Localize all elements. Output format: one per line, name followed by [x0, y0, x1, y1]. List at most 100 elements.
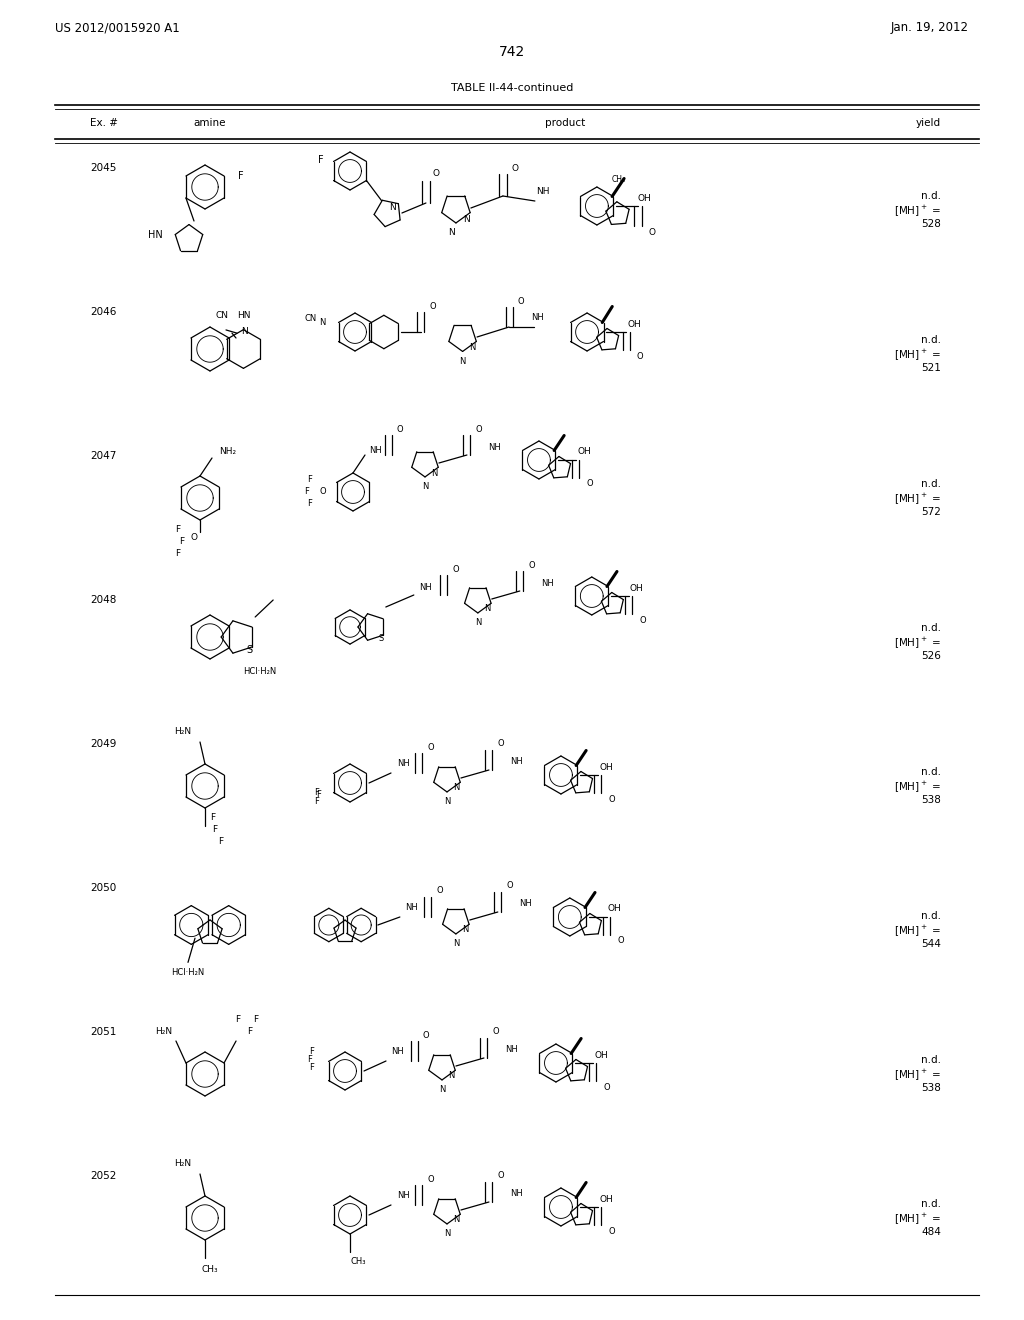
Text: HCl·H₂N: HCl·H₂N: [171, 968, 205, 977]
Text: N: N: [318, 318, 326, 327]
Text: N: N: [454, 1216, 460, 1225]
Text: NH: NH: [369, 446, 381, 455]
Text: F: F: [307, 1055, 312, 1064]
Text: O: O: [432, 169, 439, 177]
Text: N: N: [443, 1229, 451, 1238]
Text: F: F: [212, 825, 217, 834]
Text: O: O: [587, 479, 593, 488]
Text: H₂N: H₂N: [174, 727, 191, 737]
Text: NH: NH: [537, 186, 550, 195]
Text: F: F: [316, 789, 322, 799]
Text: O: O: [493, 1027, 500, 1036]
Text: 2045: 2045: [90, 162, 117, 173]
Text: N: N: [484, 605, 490, 614]
Text: NH: NH: [542, 578, 554, 587]
Text: HN: HN: [147, 230, 163, 240]
Text: F: F: [175, 549, 180, 558]
Text: NH: NH: [511, 1189, 523, 1199]
Text: OH: OH: [608, 904, 622, 913]
Text: F: F: [304, 487, 309, 496]
Text: OH: OH: [599, 1195, 612, 1204]
Text: O: O: [396, 425, 403, 433]
Text: F: F: [318, 154, 324, 165]
Text: NH: NH: [530, 313, 544, 322]
Text: N: N: [443, 797, 451, 807]
Text: n.d.
[MH]$^+$ =
572: n.d. [MH]$^+$ = 572: [894, 479, 941, 517]
Text: n.d.
[MH]$^+$ =
544: n.d. [MH]$^+$ = 544: [894, 911, 941, 949]
Text: O: O: [475, 425, 482, 433]
Text: n.d.
[MH]$^+$ =
538: n.d. [MH]$^+$ = 538: [894, 1055, 941, 1093]
Text: OH: OH: [637, 194, 651, 202]
Text: N: N: [422, 482, 428, 491]
Text: 742: 742: [499, 45, 525, 59]
Text: 2048: 2048: [90, 595, 117, 605]
Text: O: O: [603, 1082, 610, 1092]
Text: NH: NH: [420, 582, 432, 591]
Text: n.d.
[MH]$^+$ =
538: n.d. [MH]$^+$ = 538: [894, 767, 941, 805]
Text: O: O: [608, 795, 615, 804]
Text: NH: NH: [511, 758, 523, 767]
Text: N: N: [475, 619, 481, 627]
Text: NH: NH: [396, 759, 410, 767]
Text: 2049: 2049: [90, 739, 117, 748]
Text: O: O: [617, 936, 624, 945]
Text: F: F: [236, 1015, 241, 1023]
Text: TABLE II-44-continued: TABLE II-44-continued: [451, 83, 573, 92]
Text: N: N: [463, 215, 470, 224]
Text: CN: CN: [305, 314, 317, 323]
Text: O: O: [423, 1031, 429, 1040]
Text: F: F: [307, 475, 312, 484]
Text: OH: OH: [599, 763, 612, 771]
Text: F: F: [218, 837, 223, 846]
Text: NH: NH: [519, 899, 532, 908]
Text: product: product: [545, 117, 585, 128]
Text: O: O: [507, 882, 513, 891]
Text: N: N: [470, 343, 476, 351]
Text: O: O: [608, 1226, 615, 1236]
Text: CN: CN: [216, 310, 228, 319]
Text: n.d.
[MH]$^+$ =
484: n.d. [MH]$^+$ = 484: [894, 1199, 941, 1237]
Text: F: F: [309, 1063, 314, 1072]
Text: N: N: [439, 1085, 445, 1094]
Text: N: N: [431, 469, 437, 478]
Text: amine: amine: [194, 117, 226, 128]
Text: NH: NH: [391, 1047, 404, 1056]
Text: F: F: [239, 172, 244, 181]
Text: F: F: [314, 788, 319, 797]
Text: OH: OH: [594, 1051, 608, 1060]
Text: N: N: [241, 327, 248, 335]
Text: O: O: [190, 533, 198, 543]
Text: Jan. 19, 2012: Jan. 19, 2012: [891, 21, 969, 34]
Text: OH: OH: [578, 447, 591, 457]
Text: n.d.
[MH]$^+$ =
526: n.d. [MH]$^+$ = 526: [894, 623, 941, 661]
Text: F: F: [211, 813, 216, 822]
Text: N: N: [389, 203, 396, 213]
Text: N: N: [460, 356, 466, 366]
Text: N: N: [449, 1072, 455, 1080]
Text: S: S: [379, 635, 384, 643]
Text: CH₃: CH₃: [611, 176, 626, 183]
Text: O: O: [639, 615, 646, 624]
Text: n.d.
[MH]$^+$ =
528: n.d. [MH]$^+$ = 528: [894, 190, 941, 230]
Text: O: O: [428, 1175, 434, 1184]
Text: F: F: [309, 1047, 314, 1056]
Text: F: F: [254, 1015, 259, 1023]
Text: 2047: 2047: [90, 451, 117, 461]
Text: O: O: [429, 301, 436, 310]
Text: O: O: [528, 561, 536, 569]
Text: n.d.
[MH]$^+$ =
521: n.d. [MH]$^+$ = 521: [894, 335, 941, 374]
Text: O: O: [453, 565, 459, 573]
Text: F: F: [307, 499, 312, 508]
Text: N: N: [449, 228, 456, 238]
Text: US 2012/0015920 A1: US 2012/0015920 A1: [55, 21, 180, 34]
Text: 2046: 2046: [90, 308, 117, 317]
Text: 2051: 2051: [90, 1027, 117, 1038]
Text: N: N: [454, 783, 460, 792]
Text: 2050: 2050: [90, 883, 117, 894]
Text: yield: yield: [915, 117, 941, 128]
Text: H₂N: H₂N: [174, 1159, 191, 1168]
Text: F: F: [248, 1027, 253, 1035]
Text: O: O: [637, 351, 643, 360]
Text: 2052: 2052: [90, 1171, 117, 1181]
Text: H₂N: H₂N: [156, 1027, 172, 1035]
